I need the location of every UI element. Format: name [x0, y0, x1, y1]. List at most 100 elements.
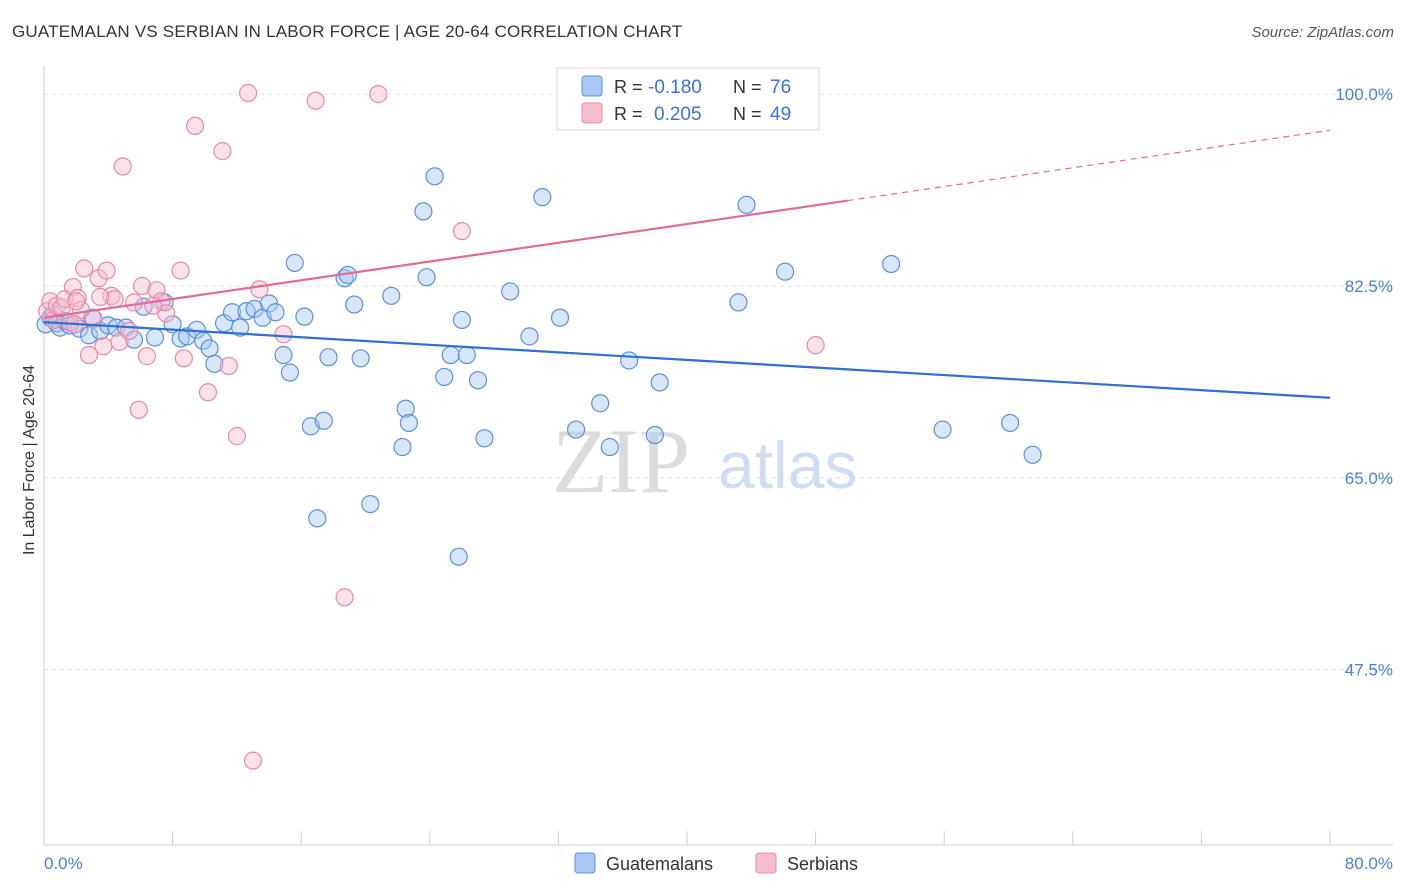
scatter-point: [457, 345, 476, 365]
scatter-point: [591, 394, 610, 413]
scatter-point: [266, 303, 285, 322]
scatter-point: [124, 293, 144, 312]
bottom-legend-guatemalans: Guatemalans: [606, 854, 713, 874]
y-tick-label: 100.0%: [1335, 85, 1393, 104]
source-label: Source: ZipAtlas.com: [1251, 24, 1394, 41]
scatter-point: [501, 282, 520, 301]
stats-legend: R = -0.180 N = 76 R = 0.205 N = 49: [556, 67, 820, 131]
y-tick-label: 82.5%: [1345, 277, 1393, 296]
legend-n-label-1: N =: [733, 77, 762, 97]
legend-r-label-2: R =: [614, 104, 643, 124]
scatter-point: [566, 420, 586, 439]
scatter-point: [200, 339, 219, 358]
grid-lines: [44, 93, 1393, 671]
scatter-point: [198, 383, 218, 402]
legend-r-value-2: 0.205: [654, 104, 702, 125]
bottom-legend-serbians: Serbians: [787, 854, 858, 874]
scatter-point: [144, 296, 163, 315]
scatter-point: [306, 91, 325, 110]
scatter-point: [393, 437, 412, 457]
bottom-legend-swatch-guatemalans: [574, 852, 596, 874]
scatter-point: [174, 349, 193, 368]
watermark-zip: ZIP: [552, 410, 690, 512]
scatter-point: [222, 303, 242, 322]
scatter-point: [132, 276, 152, 296]
scatter-point: [67, 292, 86, 311]
scatter-point: [97, 261, 116, 280]
scatter-point: [468, 371, 488, 390]
scatter-point: [129, 400, 148, 419]
scatter-point: [452, 222, 472, 241]
scatter-point: [361, 494, 380, 514]
legend-swatch-guatemalan: [581, 75, 603, 97]
y-axis-title: In Labor Force | Age 20-64: [21, 365, 38, 555]
legend-r-label-1: R =: [614, 77, 643, 97]
scatter-point: [75, 259, 94, 278]
scatter-point: [120, 321, 139, 340]
scatter-point: [171, 261, 190, 280]
scatter-point: [933, 420, 952, 439]
scatter-point: [645, 425, 664, 445]
scatter-point: [449, 547, 468, 566]
series-legend: Guatemalans Serbians: [574, 852, 858, 874]
scatter-point: [124, 330, 144, 349]
scatter-point: [79, 345, 99, 365]
trend-lines: [43, 129, 1331, 399]
scatter-point: [600, 437, 619, 457]
scatter-point: [335, 588, 354, 607]
scatter-point: [79, 326, 99, 345]
scatter-point: [285, 253, 304, 273]
legend-r-value-1: -0.180: [648, 77, 702, 98]
scatter-point: [1023, 445, 1042, 464]
trendline-serbians: [43, 199, 848, 319]
scatter-point: [425, 167, 444, 186]
scatter-point: [213, 142, 232, 161]
y-tick-label: 65.0%: [1345, 469, 1393, 488]
scatter-point: [550, 308, 570, 327]
scatter-point: [737, 195, 756, 214]
scatter-point: [205, 354, 224, 373]
scatter-point: [775, 262, 795, 281]
legend-n-label-2: N =: [733, 104, 762, 124]
watermark: ZIP atlas: [552, 410, 857, 512]
scatter-point: [351, 349, 370, 368]
x-tick-label-min: 0.0%: [44, 854, 83, 873]
scatter-point: [147, 281, 166, 300]
series-serbians: [38, 83, 825, 770]
scatter-point: [650, 373, 669, 392]
scatter-point: [137, 347, 156, 366]
legend-swatch-serbian: [581, 102, 603, 124]
scatter-point: [231, 318, 250, 337]
legend-n-value-1: 76: [770, 77, 791, 98]
scatter-point: [280, 363, 300, 382]
scatter-point: [452, 310, 472, 330]
scatter-point: [319, 348, 338, 367]
axes: [43, 66, 1393, 846]
y-tick-labels: 47.5% 65.0% 82.5% 100.0%: [1335, 85, 1393, 679]
scatter-point: [145, 328, 165, 347]
scatter-point: [414, 202, 433, 221]
scatter-point: [250, 280, 269, 299]
scatter-point: [239, 83, 258, 103]
scatter-point: [369, 85, 388, 104]
x-tick-label-max: 80.0%: [1345, 854, 1393, 873]
bottom-legend-swatch-serbians: [755, 852, 777, 874]
scatter-point: [417, 268, 436, 287]
scatter-point: [882, 254, 901, 274]
scatter-point: [441, 345, 460, 365]
scatter-point: [243, 751, 263, 770]
trendline-guatemalans: [43, 321, 1331, 399]
scatter-point: [396, 399, 415, 418]
scatter-point: [345, 295, 364, 314]
trendline-serbians-extension: [847, 129, 1331, 202]
scatter-point: [435, 367, 454, 387]
scatter-point: [399, 413, 419, 433]
scatter-point: [91, 287, 110, 307]
scatter-point: [274, 345, 293, 365]
scatter-point: [533, 188, 552, 207]
scatter-point: [806, 336, 825, 355]
scatter-point: [113, 157, 132, 176]
scatter-point: [620, 351, 639, 370]
scatter-point: [186, 116, 205, 136]
